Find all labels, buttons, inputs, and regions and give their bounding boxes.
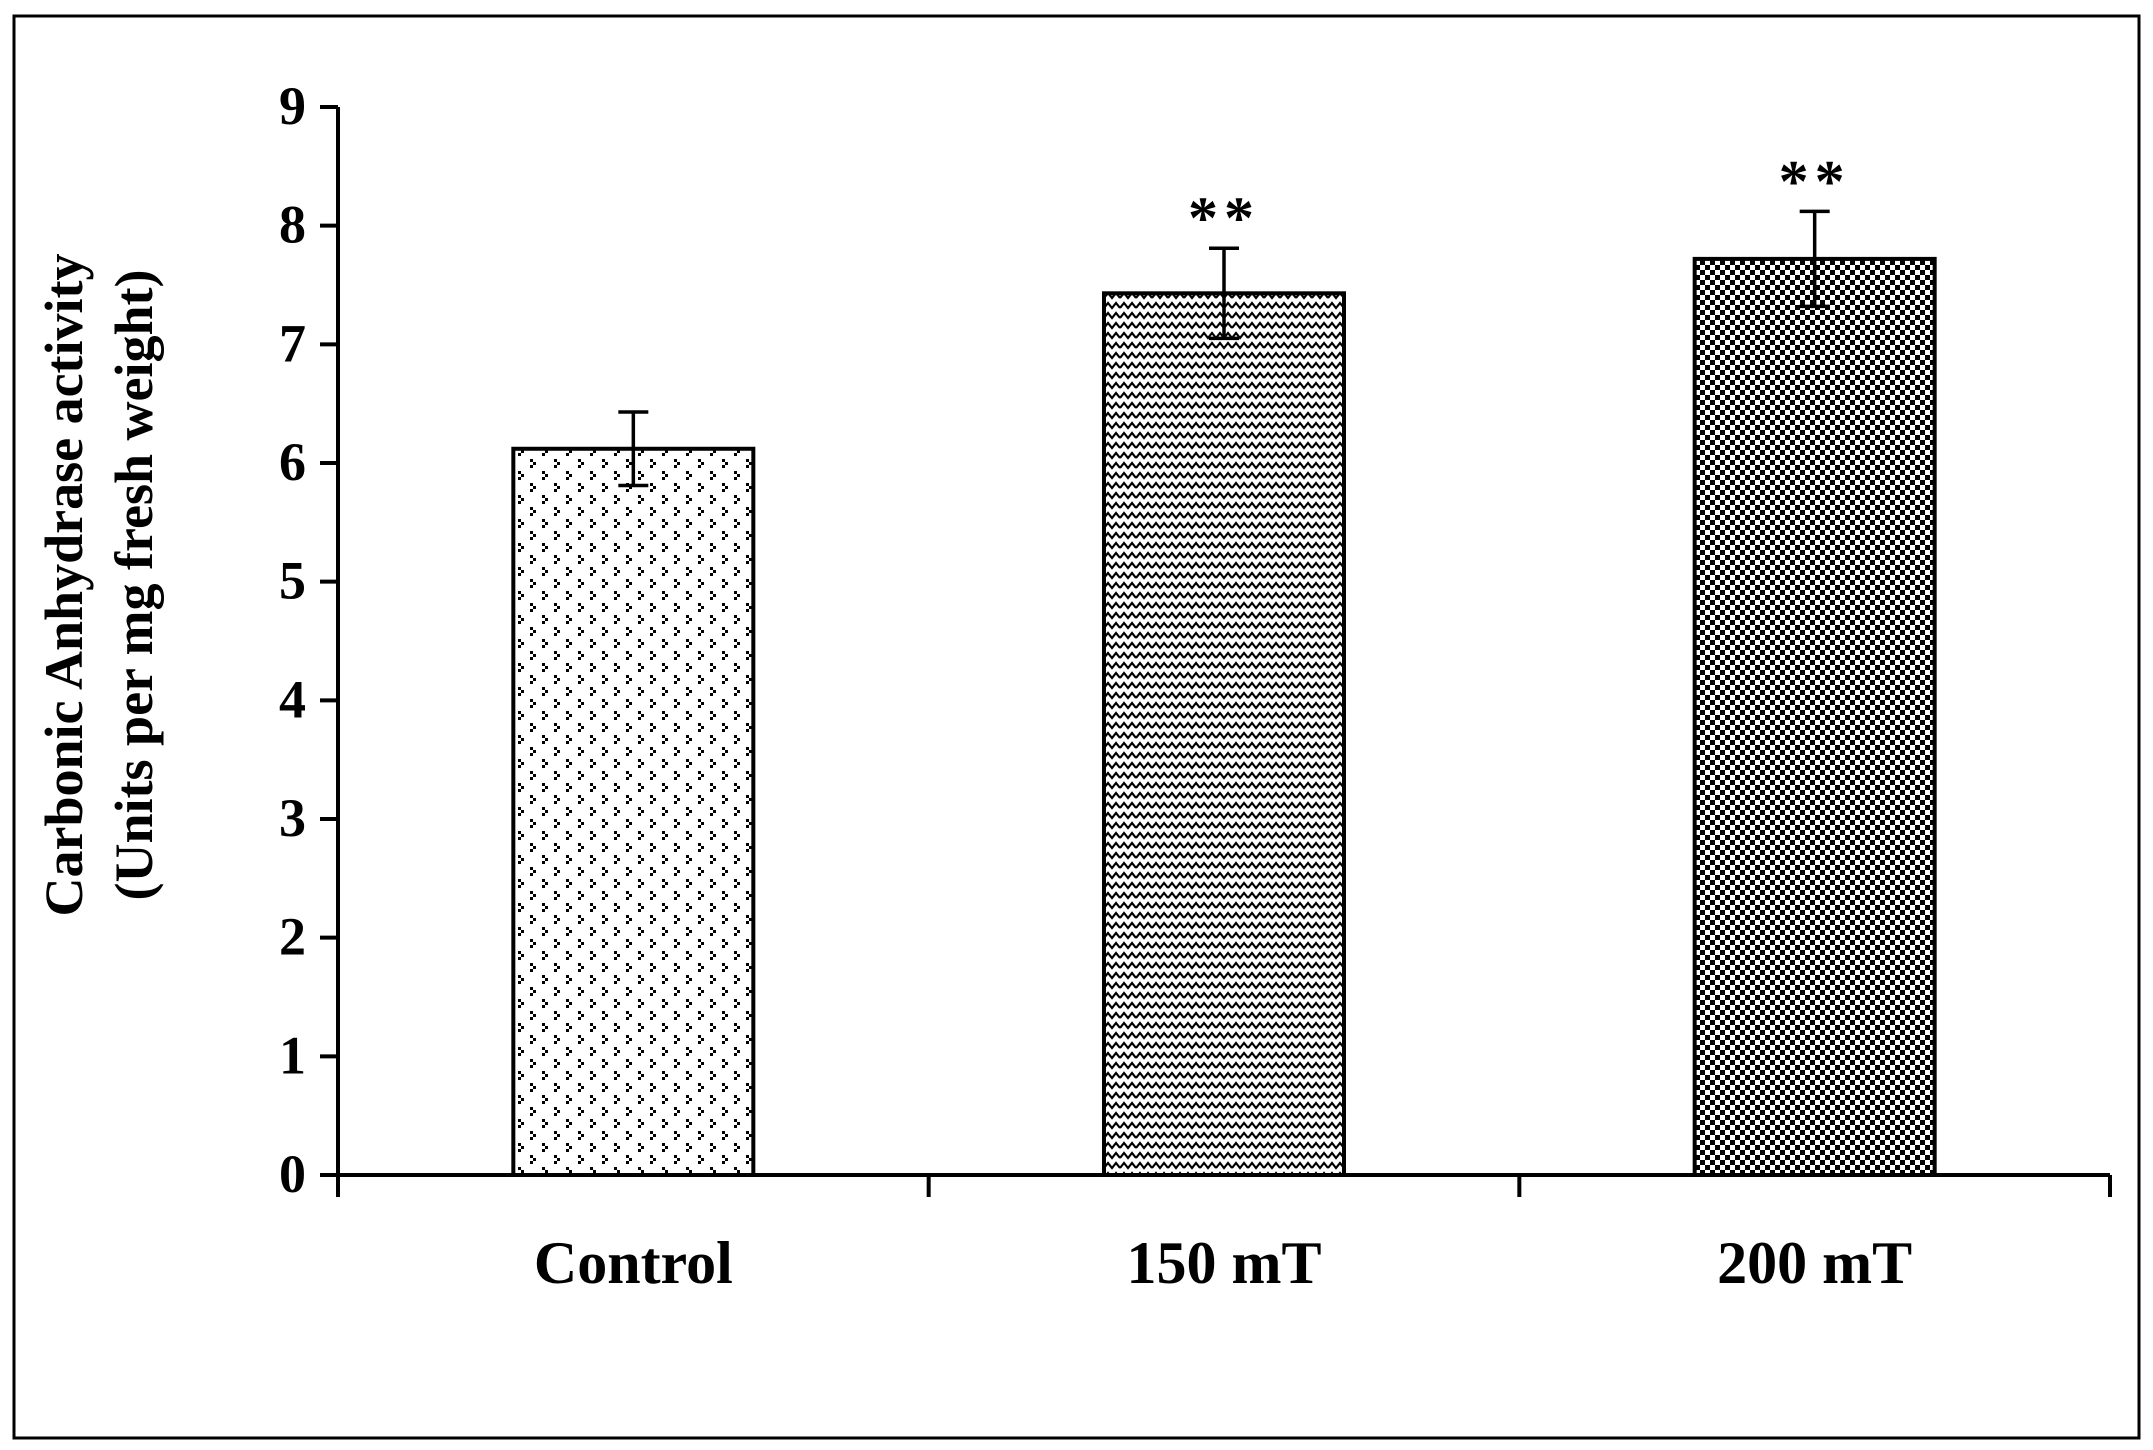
- y-tick-label-3: 3: [279, 788, 306, 848]
- bar-control: [511, 446, 756, 1177]
- y-axis-title: Carbonic Anhydrase activity (Units per m…: [34, 253, 164, 916]
- y-tick-label-6: 6: [279, 432, 306, 492]
- x-tick-label-control: Control: [534, 1230, 733, 1296]
- y-tick-label-9: 9: [279, 76, 306, 136]
- y-tick-label-0: 0: [279, 1144, 306, 1204]
- bar-200-mt: [1692, 256, 1937, 1178]
- y-tick-label-1: 1: [279, 1025, 306, 1085]
- significance-150-mt: **: [1188, 185, 1260, 251]
- y-tick-label-8: 8: [279, 195, 306, 255]
- x-tick-label-200-mt: 200 mT: [1717, 1230, 1912, 1296]
- y-axis-title-line-1: Carbonic Anhydrase activity: [34, 253, 94, 916]
- y-tick-label-5: 5: [279, 551, 306, 611]
- y-tick-label-4: 4: [279, 669, 306, 729]
- significance-200-mt: **: [1779, 148, 1851, 214]
- y-tick-label-7: 7: [279, 313, 306, 373]
- bar-150-mt: [1102, 291, 1346, 1178]
- y-tick-label-2: 2: [279, 907, 306, 967]
- plot-area: 0 1 2 3 4 5 6 7 8 9 Control ** 150 mT ** 200 mT: [279, 76, 2112, 1296]
- x-tick-label-150-mt: 150 mT: [1127, 1230, 1322, 1296]
- y-axis-title-line-2: (Units per mg fresh weight): [104, 270, 164, 901]
